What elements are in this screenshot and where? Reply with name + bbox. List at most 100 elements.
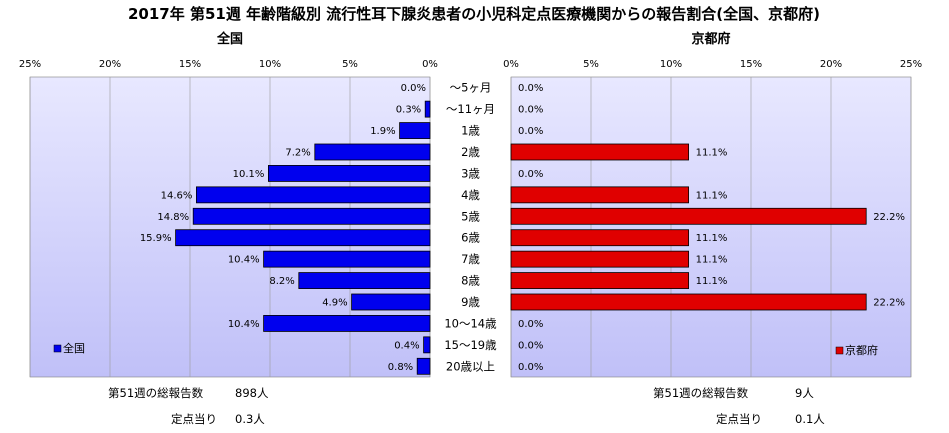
age-category-label: 15～19歳 — [444, 338, 497, 352]
national-x-tick: 5% — [342, 59, 358, 70]
national-x-tick: 0% — [422, 59, 438, 70]
national-data-label: 8.2% — [269, 276, 294, 287]
age-category-label: 1歳 — [461, 124, 480, 138]
national-data-label: 10.4% — [228, 255, 260, 266]
kyoto-total-label: 第51週の総報告数 — [653, 386, 749, 400]
national-bar — [424, 100, 431, 118]
kyoto-data-label: 0.0% — [518, 105, 543, 116]
national-bar — [416, 357, 431, 375]
kyoto-bar — [510, 272, 690, 289]
national-bar — [192, 207, 431, 225]
kyoto-x-tick-labels: 0% 5% 10% 15% 20% 25% — [503, 59, 922, 70]
kyoto-bar — [510, 229, 690, 247]
age-category-label: 20歳以上 — [446, 359, 495, 373]
kyoto-total-value: 9人 — [795, 386, 814, 400]
kyoto-data-label: 11.1% — [696, 190, 728, 201]
kyoto-bar — [510, 186, 690, 204]
kyoto-x-tick: 5% — [583, 59, 599, 70]
national-data-label: 15.9% — [140, 233, 172, 244]
national-plot-area — [29, 76, 431, 378]
age-category-label: 5歳 — [461, 209, 480, 223]
national-footer: 第51週の総報告数 898人 定点当り 0.3人 — [108, 386, 269, 426]
age-category-label: 8歳 — [461, 274, 480, 288]
national-bar — [298, 272, 431, 289]
kyoto-data-label: 0.0% — [518, 362, 543, 373]
kyoto-data-label: 22.2% — [873, 298, 905, 309]
national-data-label: 10.4% — [228, 319, 260, 330]
age-category-label: 4歳 — [461, 188, 480, 202]
national-data-label: 14.8% — [157, 212, 189, 223]
kyoto-data-label: 11.1% — [696, 233, 728, 244]
kyoto-bar — [510, 207, 867, 225]
kyoto-data-label: 0.0% — [518, 126, 543, 137]
national-data-label: 0.3% — [396, 105, 421, 116]
national-x-tick: 10% — [259, 59, 281, 70]
national-data-labels: 0.0% 0.3%1.9% 7.2% 10.1% 14.6% 14.8% 15.9% 10.4… — [140, 83, 426, 373]
national-x-tick: 20% — [99, 59, 121, 70]
national-legend: 全国 — [53, 341, 85, 355]
kyoto-bar — [510, 143, 690, 161]
kyoto-bar — [510, 250, 690, 268]
national-per-site-value: 0.3人 — [235, 412, 265, 426]
kyoto-data-label: 0.0% — [518, 169, 543, 180]
national-bar — [267, 165, 431, 182]
national-bar — [351, 293, 431, 311]
age-category-label: 10～14歳 — [444, 316, 497, 330]
kyoto-x-tick: 15% — [740, 59, 762, 70]
national-total-value: 898人 — [235, 386, 269, 400]
kyoto-data-label: 0.0% — [518, 340, 543, 351]
age-category-label: 7歳 — [461, 252, 480, 266]
national-legend-label: 全国 — [63, 341, 85, 355]
kyoto-subtitle: 京都府 — [691, 31, 730, 47]
national-data-label: 0.0% — [401, 83, 426, 94]
age-category-label: 2歳 — [461, 145, 480, 159]
national-data-label: 14.6% — [161, 190, 193, 201]
national-x-tick: 25% — [19, 59, 41, 70]
national-bar — [195, 186, 431, 204]
kyoto-bar — [510, 293, 867, 311]
kyoto-data-label: 11.1% — [696, 148, 728, 159]
national-bar — [314, 143, 431, 161]
national-legend-swatch — [53, 344, 62, 353]
kyoto-plot-area — [510, 76, 912, 378]
kyoto-gridlines — [510, 77, 912, 377]
age-category-label: ～5ヶ月 — [450, 81, 492, 95]
national-bar — [263, 315, 431, 332]
national-x-tick-labels: 0% 5% 10% 15% 20% 25% — [19, 59, 438, 70]
kyoto-x-tick: 10% — [660, 59, 682, 70]
kyoto-x-tick: 25% — [900, 59, 922, 70]
kyoto-x-tick: 20% — [820, 59, 842, 70]
kyoto-legend-swatch — [835, 346, 844, 355]
national-subtitle: 全国 — [216, 31, 243, 47]
age-category-label: 6歳 — [461, 231, 480, 245]
national-data-label: 1.9% — [370, 126, 395, 137]
age-category-label: 3歳 — [461, 166, 480, 180]
chart-title: 2017年 第51週 年齢階級別 流行性耳下腺炎患者の小児科定点医療機関からの報… — [128, 5, 820, 23]
kyoto-per-site-value: 0.1人 — [795, 412, 825, 426]
national-data-label: 0.4% — [394, 340, 419, 351]
kyoto-data-label: 0.0% — [518, 319, 543, 330]
kyoto-data-labels: 0.0% 0.0% 0.0% 11.1% 0.0% 11.1% 22.2% 11.1% 11.1… — [518, 83, 905, 373]
national-data-label: 7.2% — [285, 148, 310, 159]
national-x-tick: 15% — [179, 59, 201, 70]
kyoto-x-tick: 0% — [503, 59, 519, 70]
age-category-label: ～11ヶ月 — [446, 102, 495, 116]
kyoto-data-label: 11.1% — [696, 276, 728, 287]
kyoto-footer: 第51週の総報告数 9人 定点当り 0.1人 — [653, 386, 825, 426]
national-bar — [175, 229, 431, 247]
kyoto-data-label: 11.1% — [696, 255, 728, 266]
national-bar — [423, 336, 431, 354]
national-data-label: 4.9% — [322, 298, 347, 309]
national-per-site-label: 定点当り — [171, 412, 217, 426]
kyoto-legend-label: 京都府 — [845, 343, 878, 357]
national-bar — [263, 250, 431, 268]
age-category-label: 9歳 — [461, 295, 480, 309]
national-total-label: 第51週の総報告数 — [108, 386, 204, 400]
age-category-labels: ～5ヶ月 ～11ヶ月 1歳 2歳 3歳 4歳 5歳 6歳 7歳 8歳 9歳 10～14歳 15～19歳 2… — [444, 81, 497, 374]
kyoto-data-label: 0.0% — [518, 83, 543, 94]
national-data-label: 0.8% — [388, 362, 413, 373]
national-bar — [399, 122, 431, 139]
kyoto-legend: 京都府 — [835, 343, 878, 357]
kyoto-bars — [510, 143, 867, 311]
